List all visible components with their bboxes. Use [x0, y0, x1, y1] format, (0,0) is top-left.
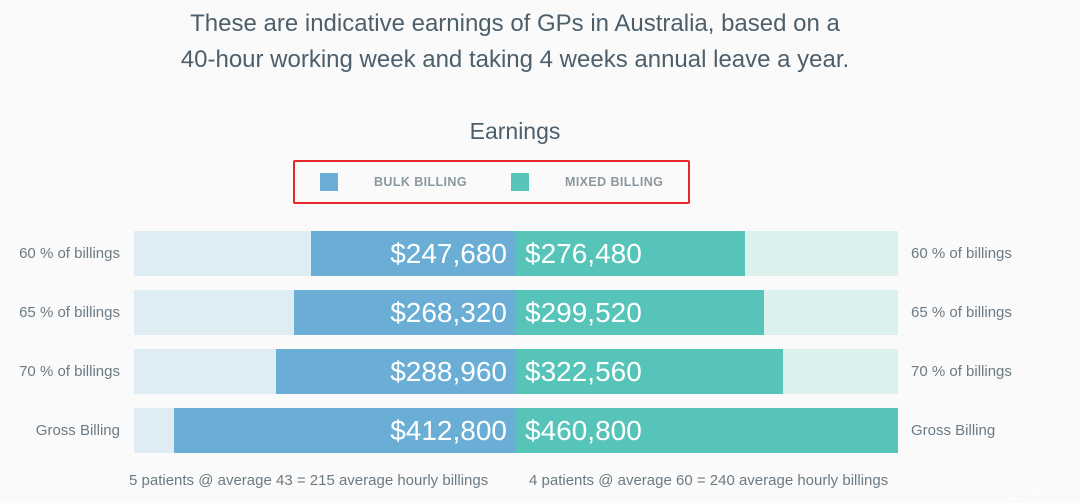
intro-line-2: 40-hour working week and taking 4 weeks … — [180, 46, 850, 73]
category-label-right: 60 % of billings — [911, 245, 1012, 262]
category-label-left: 70 % of billings — [19, 363, 120, 380]
chart-title: Earnings — [469, 118, 561, 144]
data-label-mixed-billing: $299,520 — [525, 297, 642, 328]
data-label-bulk-billing: $268,320 — [390, 297, 507, 328]
bar-mixed-billing — [516, 408, 898, 453]
data-label-mixed-billing: $322,560 — [525, 356, 642, 387]
bar-bulk-billing — [173, 408, 516, 453]
legend-swatch-bulk-billing — [320, 173, 338, 191]
legend-label-bulk-billing: BULK BILLING — [374, 175, 467, 189]
data-label-bulk-billing: $247,680 — [390, 238, 507, 269]
chart-row: $412,800 $460,800 Gross Billing Gross Billi… — [0, 408, 1080, 453]
data-label-bulk-billing: $288,960 — [390, 356, 507, 387]
chart-row: $288,960 $322,560 70 % of billings 70 % of … — [0, 349, 1080, 394]
bar-bulk-billing — [276, 349, 516, 394]
bar-mixed-billing — [516, 231, 746, 276]
category-label-right: Gross Billing — [911, 422, 996, 439]
chart-legend: BULK BILLING MIXED BILLING — [293, 160, 690, 204]
watermark: Chi_na2au — [977, 478, 1074, 500]
bar-bulk-billing — [310, 231, 516, 276]
bar-mixed-billing — [516, 349, 784, 394]
legend-swatch-mixed-billing — [511, 173, 529, 191]
category-label-left: Gross Billing — [35, 422, 120, 439]
data-label-mixed-billing: $460,800 — [525, 415, 642, 446]
bar-mixed-billing — [516, 290, 765, 335]
chart-row: $247,680 $276,480 60 % of billings 60 % of … — [0, 231, 1080, 276]
footnote-bulk-billing: 5 patients @ average 43 = 215 average ho… — [129, 472, 489, 489]
footnote-mixed-billing: 4 patients @ average 60 = 240 average ho… — [529, 472, 889, 489]
category-label-left: 60 % of billings — [19, 245, 120, 262]
category-label-right: 65 % of billings — [911, 304, 1012, 321]
bar-bulk-billing — [293, 290, 516, 335]
data-label-mixed-billing: $276,480 — [525, 238, 642, 269]
intro-text: These are indicative earnings of GPs in … — [0, 6, 1030, 78]
intro-line-1: These are indicative earnings of GPs in … — [190, 10, 840, 37]
category-label-left: 65 % of billings — [19, 304, 120, 321]
data-label-bulk-billing: $412,800 — [390, 415, 507, 446]
legend-label-mixed-billing: MIXED BILLING — [565, 175, 664, 189]
category-label-right: 70 % of billings — [911, 363, 1012, 380]
chart-row: $268,320 $299,520 65 % of billings 65 % of … — [0, 290, 1080, 335]
